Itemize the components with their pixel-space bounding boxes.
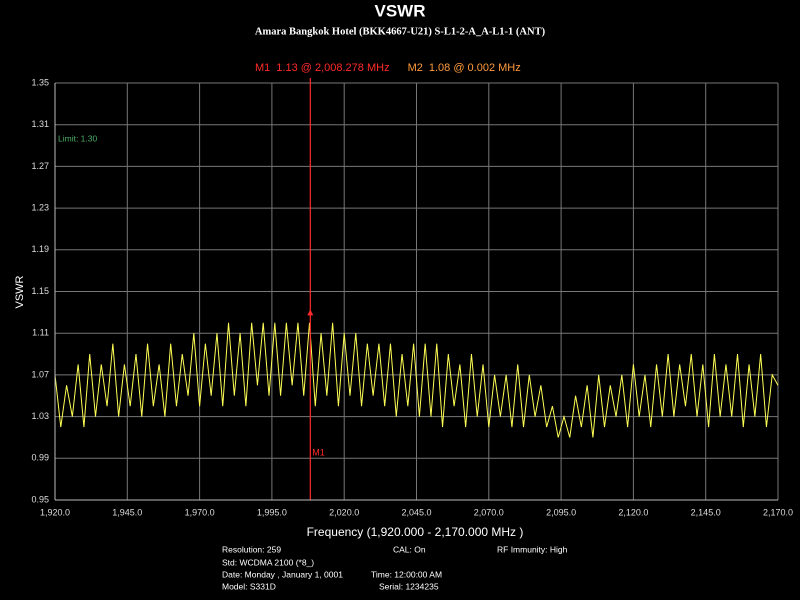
chart-subtitle: Amara Bangkok Hotel (BKK4667-U21) S-L1-2… (255, 26, 546, 37)
marker-name: M1 (255, 62, 270, 74)
y-axis-label: VSWR (14, 275, 26, 308)
x-tick-label: 2,170.0 (763, 507, 793, 517)
info-text: Model: S331D (222, 581, 276, 591)
x-tick-label: 1,970.0 (185, 507, 215, 517)
grid: 0.95 0.99 1.03 1.07 1.11 1.15 1.19 1.23 1.27 1.31… (31, 77, 793, 517)
plot-area: Limit: 1.30 M1 (54, 78, 779, 500)
marker-point (307, 309, 314, 316)
x-tick-label: 2,020.0 (329, 507, 359, 517)
marker-readout: 1.08 @ 0.002 MHz (429, 62, 521, 74)
y-tick-label: 0.99 (31, 453, 49, 463)
x-tick-label: 2,120.0 (618, 507, 648, 517)
y-tick-label: 1.19 (31, 244, 49, 254)
y-tick-label: 1.31 (31, 119, 49, 129)
y-tick-label: 0.95 (31, 494, 49, 504)
marker-name: M2 (408, 62, 423, 74)
y-tick-label: 1.15 (31, 286, 49, 296)
instrument-info: Resolution: 259 CAL: On RF Immunity: High S… (222, 544, 568, 591)
marker-label: M1 (312, 447, 325, 457)
x-tick-label: 2,045.0 (401, 507, 431, 517)
y-tick-label: 1.11 (32, 328, 49, 338)
y-tick-label: 1.07 (31, 369, 49, 379)
y-tick-label: 1.35 (31, 77, 49, 87)
series-line (54, 322, 779, 438)
y-tick-label: 1.23 (31, 202, 49, 212)
y-tick-label: 1.03 (31, 411, 49, 421)
chart-title: VSWR (375, 1, 426, 20)
x-tick-label: 2,145.0 (691, 507, 721, 517)
info-text: Date: Monday , January 1, 0001 (222, 569, 343, 579)
info-text: Resolution: 259 (222, 544, 281, 554)
x-axis-label: Frequency (1,920.000 - 2,170.000 MHz ) (307, 525, 524, 539)
limit-label: Limit: 1.30 (58, 133, 97, 143)
x-tick-label: 1,920.0 (40, 507, 70, 517)
x-tick-label: 2,070.0 (474, 507, 504, 517)
info-text: Time: 12:00:00 AM (371, 569, 442, 579)
x-tick-label: 1,995.0 (257, 507, 287, 517)
info-text: Serial: 1234235 (379, 581, 439, 591)
y-tick-label: 1.27 (31, 161, 49, 171)
x-tick-label: 1,945.0 (112, 507, 142, 517)
marker-legend: M1 1.13 @ 2,008.278 MHz M2 1.08 @ 0.002 MHz (255, 62, 521, 74)
info-text: Std: WCDMA 2100 (*8_) (222, 557, 314, 567)
marker-readout: 1.13 @ 2,008.278 MHz (276, 62, 389, 74)
info-text: CAL: On (393, 544, 426, 554)
info-text: RF Immunity: High (497, 544, 568, 554)
x-tick-label: 2,095.0 (546, 507, 576, 517)
